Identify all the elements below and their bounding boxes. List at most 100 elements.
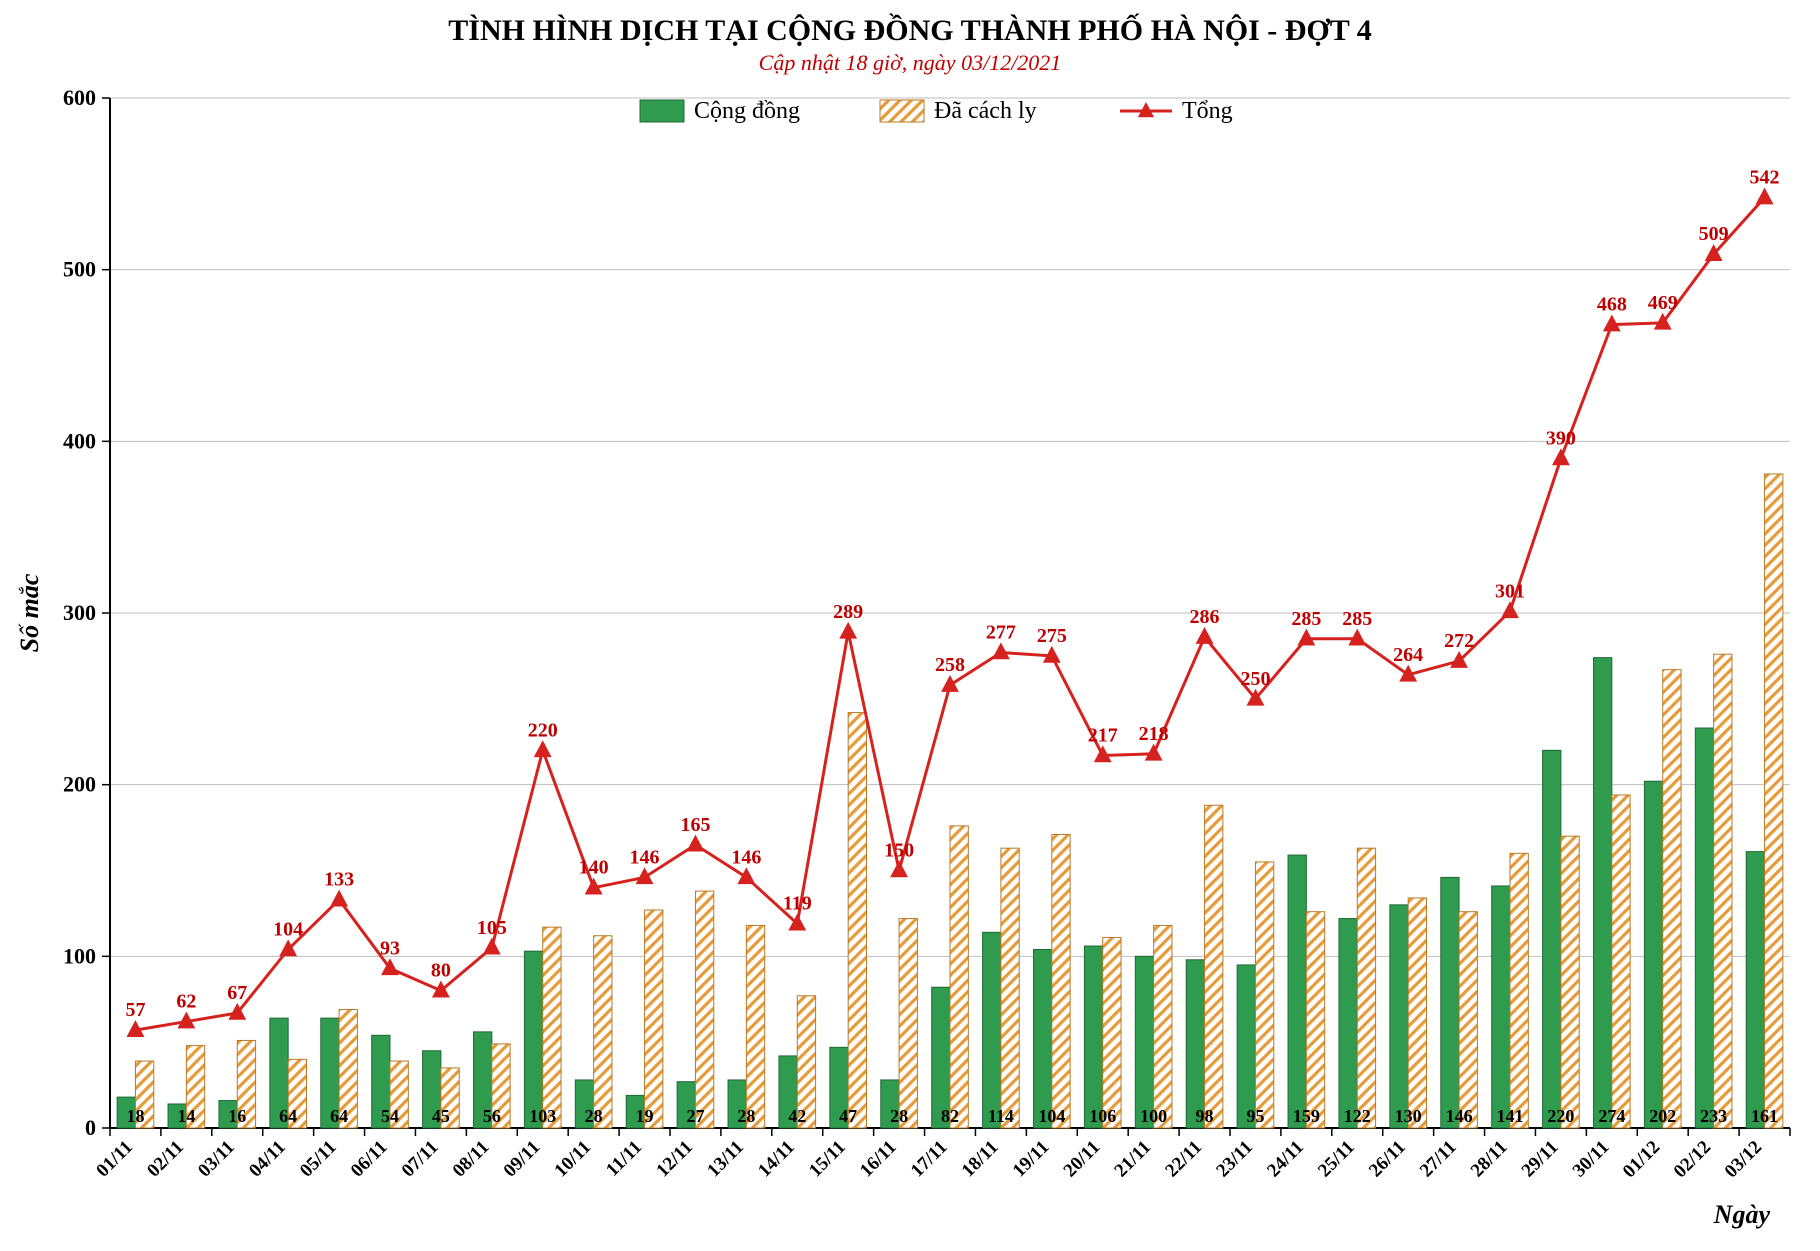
line-value-label: 133 xyxy=(324,869,354,891)
bar-dacachly xyxy=(899,919,917,1128)
line-value-label: 93 xyxy=(380,937,400,959)
bar-congdong xyxy=(1186,960,1204,1128)
line-value-label: 218 xyxy=(1139,723,1169,745)
legend-item: Đã cách ly xyxy=(880,98,1037,124)
y-tick-label: 100 xyxy=(63,943,96,968)
line-value-label: 542 xyxy=(1750,167,1780,189)
line-value-label: 258 xyxy=(935,654,965,676)
y-tick-label: 200 xyxy=(63,772,96,797)
bar-value-label: 159 xyxy=(1293,1106,1320,1126)
bar-value-label: 233 xyxy=(1700,1106,1727,1126)
line-value-label: 104 xyxy=(273,918,303,940)
bar-value-label: 98 xyxy=(1196,1106,1214,1126)
bar-dacachly xyxy=(746,925,764,1128)
chart-container: TÌNH HÌNH DỊCH TẠI CỘNG ĐỒNG THÀNH PHỐ H… xyxy=(0,0,1820,1251)
bar-value-label: 16 xyxy=(228,1106,246,1126)
bar-value-label: 28 xyxy=(737,1106,755,1126)
bar-dacachly xyxy=(1306,912,1324,1128)
bar-dacachly xyxy=(1357,848,1375,1128)
bar-dacachly xyxy=(1001,848,1019,1128)
line-value-label: 285 xyxy=(1342,608,1372,630)
bar-congdong xyxy=(1339,919,1357,1128)
line-value-label: 285 xyxy=(1291,608,1321,630)
bar-value-label: 45 xyxy=(432,1106,450,1126)
line-value-label: 140 xyxy=(579,857,609,879)
bar-value-label: 27 xyxy=(686,1106,704,1126)
y-axis-label: Số mắc xyxy=(15,573,44,652)
bar-value-label: 64 xyxy=(279,1106,297,1126)
bar-congdong xyxy=(1441,877,1459,1128)
bar-value-label: 14 xyxy=(177,1106,195,1126)
line-value-label: 390 xyxy=(1546,428,1576,450)
bar-dacachly xyxy=(1459,912,1477,1128)
bar-value-label: 202 xyxy=(1649,1106,1676,1126)
line-value-label: 272 xyxy=(1444,630,1474,652)
line-value-label: 264 xyxy=(1393,644,1423,666)
line-value-label: 57 xyxy=(125,999,145,1021)
line-value-label: 289 xyxy=(833,601,863,623)
bar-value-label: 100 xyxy=(1140,1106,1167,1126)
y-tick-label: 400 xyxy=(63,428,96,453)
bar-value-label: 146 xyxy=(1446,1106,1473,1126)
bar-value-label: 106 xyxy=(1089,1106,1116,1126)
line-value-label: 509 xyxy=(1699,223,1729,245)
bar-value-label: 274 xyxy=(1598,1106,1625,1126)
legend-item: Cộng đồng xyxy=(640,98,800,124)
line-value-label: 165 xyxy=(680,814,710,836)
bar-congdong xyxy=(1746,852,1764,1128)
bar-value-label: 64 xyxy=(330,1106,348,1126)
bar-value-label: 122 xyxy=(1344,1106,1371,1126)
chart-title: TÌNH HÌNH DỊCH TẠI CỘNG ĐỒNG THÀNH PHỐ H… xyxy=(448,13,1371,47)
bar-dacachly xyxy=(1612,795,1630,1128)
bar-dacachly xyxy=(1561,836,1579,1128)
bar-congdong xyxy=(1644,781,1662,1128)
line-value-label: 62 xyxy=(176,991,196,1013)
bar-congdong xyxy=(1390,905,1408,1128)
line-value-label: 250 xyxy=(1240,668,1270,690)
bar-congdong xyxy=(1695,728,1713,1128)
bar-dacachly xyxy=(645,910,663,1128)
bar-value-label: 95 xyxy=(1246,1106,1264,1126)
line-value-label: 277 xyxy=(986,621,1016,643)
bar-congdong xyxy=(1033,949,1051,1128)
line-value-label: 105 xyxy=(477,917,507,939)
line-value-label: 146 xyxy=(731,846,761,868)
y-tick-label: 300 xyxy=(63,600,96,625)
chart-svg: TÌNH HÌNH DỊCH TẠI CỘNG ĐỒNG THÀNH PHỐ H… xyxy=(0,0,1820,1251)
bar-dacachly xyxy=(594,936,612,1128)
line-value-label: 469 xyxy=(1648,292,1678,314)
legend-label: Cộng đồng xyxy=(694,98,800,124)
chart-subtitle: Cập nhật 18 giờ, ngày 03/12/2021 xyxy=(759,50,1062,75)
bar-congdong xyxy=(1135,956,1153,1128)
line-value-label: 286 xyxy=(1190,606,1220,628)
bar-dacachly xyxy=(1663,670,1681,1128)
bar-value-label: 104 xyxy=(1038,1106,1065,1126)
bar-congdong xyxy=(1593,658,1611,1128)
line-value-label: 217 xyxy=(1088,724,1118,746)
line-value-label: 146 xyxy=(630,846,660,868)
bar-congdong xyxy=(1288,855,1306,1128)
line-value-label: 67 xyxy=(227,982,247,1004)
bar-dacachly xyxy=(1052,834,1070,1128)
line-value-label: 150 xyxy=(884,840,914,862)
line-value-label: 220 xyxy=(528,719,558,741)
line-value-label: 80 xyxy=(431,960,451,982)
legend-swatch xyxy=(880,100,924,122)
bar-value-label: 141 xyxy=(1497,1106,1524,1126)
bar-value-label: 130 xyxy=(1395,1106,1422,1126)
bar-value-label: 114 xyxy=(988,1106,1014,1126)
bar-value-label: 42 xyxy=(788,1106,806,1126)
bar-dacachly xyxy=(848,713,866,1128)
line-value-label: 119 xyxy=(783,893,812,915)
legend-label: Đã cách ly xyxy=(934,98,1037,124)
bar-value-label: 56 xyxy=(483,1106,501,1126)
y-tick-label: 500 xyxy=(63,257,96,282)
bar-dacachly xyxy=(1510,853,1528,1128)
bar-value-label: 28 xyxy=(890,1106,908,1126)
bar-dacachly xyxy=(1765,474,1783,1128)
bar-dacachly xyxy=(543,927,561,1128)
bar-dacachly xyxy=(1205,805,1223,1128)
bar-value-label: 103 xyxy=(529,1106,556,1126)
bar-dacachly xyxy=(1255,862,1273,1128)
line-value-label: 301 xyxy=(1495,580,1525,602)
